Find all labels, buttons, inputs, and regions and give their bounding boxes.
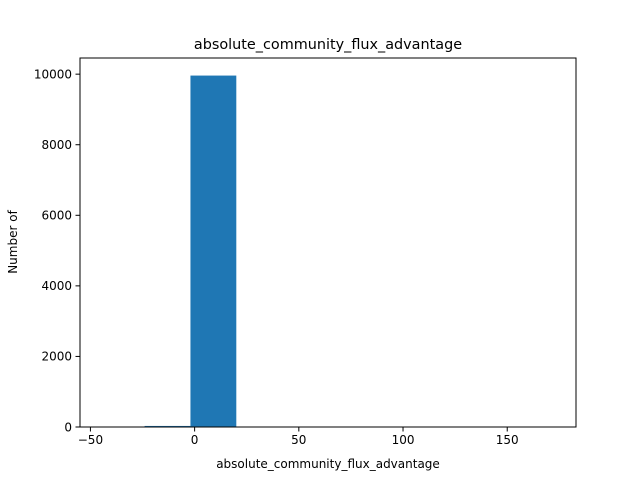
x-axis-label: absolute_community_flux_advantage xyxy=(216,457,440,471)
x-tick-label: 50 xyxy=(291,433,306,447)
x-tick-label: 150 xyxy=(496,433,519,447)
bars-group xyxy=(98,75,558,428)
y-tick-label: 0 xyxy=(64,420,72,434)
y-tick-label: 8000 xyxy=(41,138,72,152)
histogram-bar xyxy=(144,425,191,427)
histogram-bar xyxy=(190,75,237,428)
x-axis-ticks: −50 0 50 100 150 xyxy=(78,427,519,447)
y-tick-label: 6000 xyxy=(41,209,72,223)
y-axis-label: Number of xyxy=(6,209,20,273)
chart-title: absolute_community_flux_advantage xyxy=(194,37,462,53)
y-axis-ticks: 0 2000 4000 6000 8000 10000 xyxy=(34,67,80,434)
x-tick-label: −50 xyxy=(78,433,103,447)
x-tick-label: 0 xyxy=(191,433,199,447)
y-tick-label: 10000 xyxy=(34,67,72,81)
plot-frame xyxy=(79,57,577,428)
y-tick-label: 2000 xyxy=(41,350,72,364)
y-tick-label: 4000 xyxy=(41,279,72,293)
x-tick-label: 100 xyxy=(392,433,415,447)
